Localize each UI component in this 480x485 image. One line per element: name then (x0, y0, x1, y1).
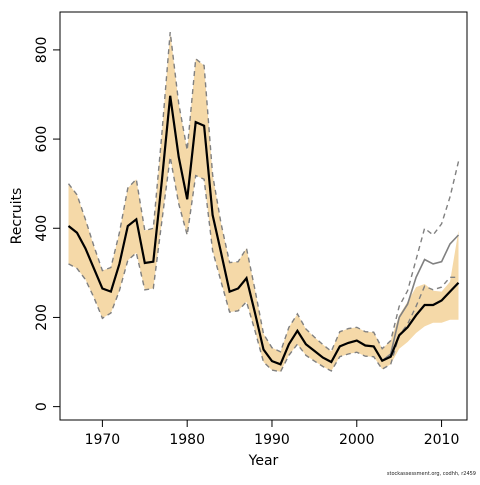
previous-lower-dashed-line (68, 156, 459, 373)
confidence-band (68, 32, 459, 372)
y-axis-title: Recruits (9, 188, 25, 245)
previous-upper-dashed-line (67, 32, 460, 353)
x-tick-label: 2000 (339, 432, 375, 448)
x-tick-label: 1990 (254, 432, 290, 448)
y-tick-label: 600 (34, 126, 50, 153)
band-layer (68, 32, 459, 372)
axis-layer: 1970 1980 1990 2000 2010 0 200 400 600 800 (34, 37, 459, 448)
footer-credit: stockassessment.org, codhh, r2459 (386, 471, 476, 477)
line-layer (67, 32, 460, 373)
y-tick-label: 800 (34, 37, 50, 64)
x-tick-label: 1980 (169, 432, 205, 448)
x-axis-title: Year (248, 453, 279, 469)
y-tick-label: 400 (34, 215, 50, 242)
x-tick-label: 1970 (85, 432, 121, 448)
y-tick-label: 200 (34, 304, 50, 331)
recruits-estimate-line (67, 95, 460, 366)
y-tick-label: 0 (34, 402, 50, 411)
plot-frame (59, 11, 468, 421)
x-tick-label: 2010 (424, 432, 460, 448)
